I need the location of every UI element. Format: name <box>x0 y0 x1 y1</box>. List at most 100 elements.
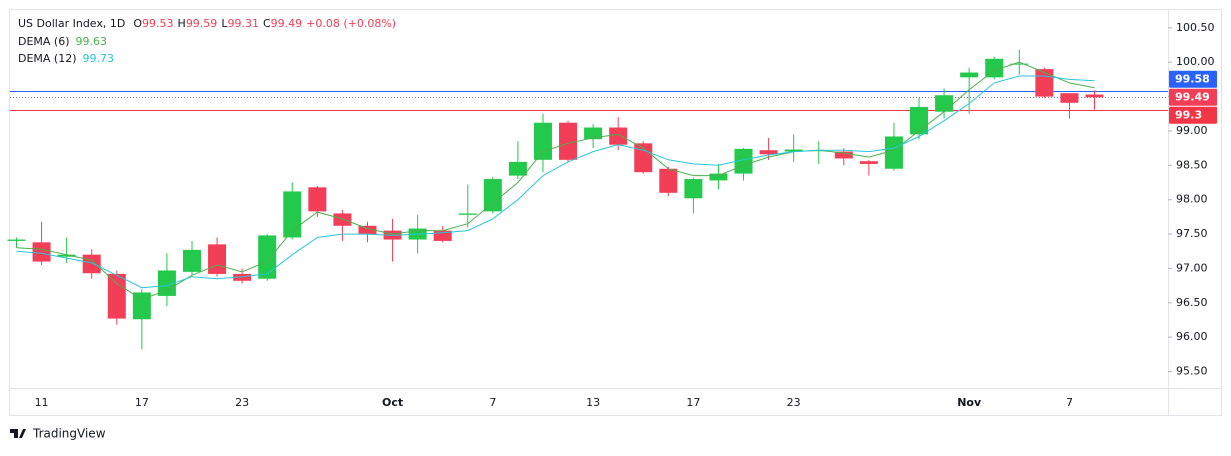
candle-body <box>308 187 327 212</box>
candle-body <box>684 179 703 199</box>
candle <box>508 141 527 180</box>
candle <box>258 234 277 281</box>
legend-text: O <box>133 17 142 30</box>
footer: TradingView <box>32 427 106 441</box>
candle <box>1060 93 1079 119</box>
price-label: 99.3 <box>1175 108 1202 121</box>
legend-entry: DEMA (12) 99.73 <box>18 52 114 65</box>
y-tick-label: 96.50 <box>1176 296 1208 309</box>
legend-text: 99.53 <box>142 17 174 30</box>
candle <box>684 177 703 214</box>
candle-body <box>1060 93 1079 103</box>
candle <box>985 56 1004 80</box>
x-tick-label: 23 <box>235 396 249 409</box>
candle <box>1085 90 1104 110</box>
y-tick-label: 100.50 <box>1176 21 1215 34</box>
candle <box>609 117 628 151</box>
candle <box>333 209 352 241</box>
candle <box>559 120 578 162</box>
legend-text: US Dollar Index, 1D <box>18 17 125 30</box>
candle <box>7 237 26 248</box>
candle <box>533 113 552 173</box>
candle-body <box>1010 63 1029 65</box>
indicator-line <box>16 61 1095 300</box>
candle <box>433 225 452 243</box>
candle <box>734 148 753 181</box>
candle-body <box>960 72 979 78</box>
y-tick-label: 100.00 <box>1176 55 1215 68</box>
candle-body <box>283 191 302 238</box>
x-tick-label: 7 <box>1066 396 1073 409</box>
candle-body <box>559 122 578 160</box>
candle-body <box>659 168 678 193</box>
candle <box>834 148 853 166</box>
candle <box>358 221 377 243</box>
candle-body <box>1035 69 1054 97</box>
candle-body <box>7 239 26 241</box>
y-tick-label: 97.50 <box>1176 227 1208 240</box>
x-tick-label: 17 <box>135 396 149 409</box>
candle <box>182 240 201 276</box>
candle <box>233 268 252 284</box>
legend-header: US Dollar Index, 1D O99.53 H99.59 L99.31 C99… <box>18 17 396 30</box>
candle <box>584 124 603 149</box>
candle-body <box>57 254 76 257</box>
y-tick-label: 96.00 <box>1176 330 1208 343</box>
candle-body <box>458 213 477 215</box>
candle <box>935 88 954 119</box>
price-label: 99.49 <box>1175 90 1210 103</box>
candle-body <box>1085 94 1104 98</box>
candle-body <box>132 292 151 320</box>
legend-value: 99.73 <box>83 52 115 65</box>
candle-body <box>258 235 277 279</box>
candle <box>107 270 126 325</box>
y-tick-label: 95.50 <box>1176 365 1208 378</box>
candle-body <box>884 136 903 169</box>
candle-body <box>834 151 853 159</box>
candle <box>383 218 402 262</box>
price-label: 99.58 <box>1175 72 1210 85</box>
x-tick-label: Nov <box>957 396 982 409</box>
candle-body <box>709 173 728 181</box>
candle <box>634 141 653 174</box>
candle-body <box>508 161 527 176</box>
candle <box>132 289 151 350</box>
price-label-bg <box>1169 88 1217 106</box>
x-tick-label: 7 <box>489 396 496 409</box>
x-tick-label: 13 <box>586 396 600 409</box>
candle-body <box>609 127 628 145</box>
candle <box>859 159 878 176</box>
legend-name: DEMA (12) <box>18 52 77 65</box>
legend-text: 99.49 <box>271 17 303 30</box>
tradingview-logo: TradingView <box>10 427 106 441</box>
candle <box>82 249 101 279</box>
candle <box>784 134 803 162</box>
y-tick-label: 98.00 <box>1176 193 1208 206</box>
candle-body <box>32 242 51 262</box>
candle <box>884 122 903 171</box>
candle-body <box>533 122 552 160</box>
candle-body <box>759 150 778 155</box>
legend-entry: DEMA (6) 99.63 <box>18 35 107 48</box>
candle-body <box>433 230 452 241</box>
candle <box>458 184 477 228</box>
candle-body <box>82 254 101 274</box>
frame <box>9 9 1222 416</box>
y-tick-label: 98.50 <box>1176 158 1208 171</box>
candle <box>32 221 51 265</box>
candle <box>809 141 828 164</box>
candle-body <box>483 179 502 212</box>
legend-text: H <box>178 17 186 30</box>
candle <box>759 137 778 160</box>
legend-text: C <box>263 17 271 30</box>
legend-text: L <box>221 17 228 30</box>
candle-body <box>935 95 954 112</box>
x-tick-label: 23 <box>787 396 801 409</box>
candle-body <box>208 244 227 274</box>
candle-body <box>584 127 603 140</box>
candle-body <box>157 270 176 296</box>
indicator-line <box>16 75 1095 289</box>
x-tick-label: 17 <box>686 396 700 409</box>
y-tick-label: 97.00 <box>1176 261 1208 274</box>
